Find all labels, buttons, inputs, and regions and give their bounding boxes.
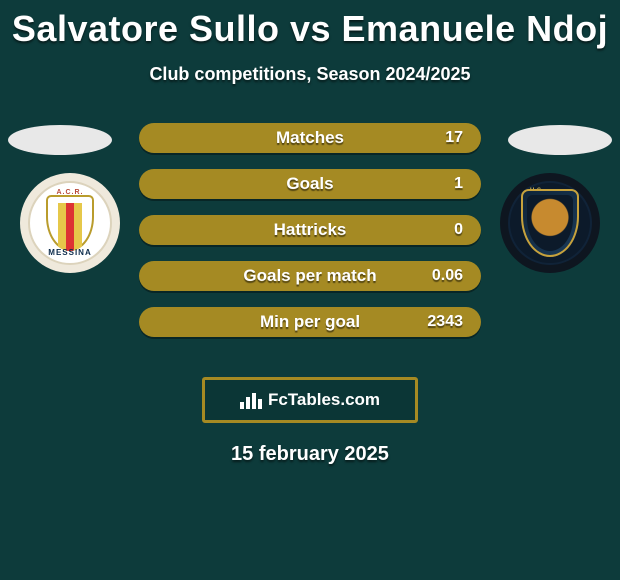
club-crest-left-inner: A.C.R. MESSINA (28, 181, 112, 265)
player-right-photo-ellipse (508, 125, 612, 155)
stat-row: Min per goal 2343 (139, 307, 481, 337)
stat-right-value: 2343 (427, 313, 463, 331)
stat-rows: Matches 17 Goals 1 Hattricks 0 Goals per… (139, 123, 481, 353)
club-crest-right-inner: U.S. LATINA CALCIO (508, 181, 592, 265)
stat-row: Hattricks 0 (139, 215, 481, 245)
stat-row: Matches 17 (139, 123, 481, 153)
stat-label: Matches (276, 128, 344, 148)
crest-right-shield-icon (521, 189, 579, 257)
crest-left-bottom-text: MESSINA (48, 248, 91, 257)
stat-row: Goals per match 0.06 (139, 261, 481, 291)
stat-label: Hattricks (274, 220, 347, 240)
stat-label: Min per goal (260, 312, 360, 332)
page-title: Salvatore Sullo vs Emanuele Ndoj (0, 8, 620, 50)
comparison-card: Salvatore Sullo vs Emanuele Ndoj Club co… (0, 0, 620, 466)
club-crest-left: A.C.R. MESSINA (20, 173, 120, 273)
bar-chart-icon (240, 391, 262, 409)
comparison-stage: A.C.R. MESSINA U.S. LATINA CALCIO Matche… (0, 115, 620, 365)
page-subtitle: Club competitions, Season 2024/2025 (0, 64, 620, 85)
stat-label: Goals (286, 174, 333, 194)
brand-text: FcTables.com (268, 390, 380, 410)
comparison-date: 15 february 2025 (0, 443, 620, 466)
crest-left-shield-icon (46, 195, 94, 251)
club-crest-right: U.S. LATINA CALCIO (500, 173, 600, 273)
brand-box[interactable]: FcTables.com (202, 377, 418, 423)
stat-right-value: 0 (454, 221, 463, 239)
stat-right-value: 0.06 (432, 267, 463, 285)
stat-label: Goals per match (243, 266, 376, 286)
stat-right-value: 1 (454, 175, 463, 193)
stat-right-value: 17 (445, 129, 463, 147)
stat-row: Goals 1 (139, 169, 481, 199)
player-left-photo-ellipse (8, 125, 112, 155)
